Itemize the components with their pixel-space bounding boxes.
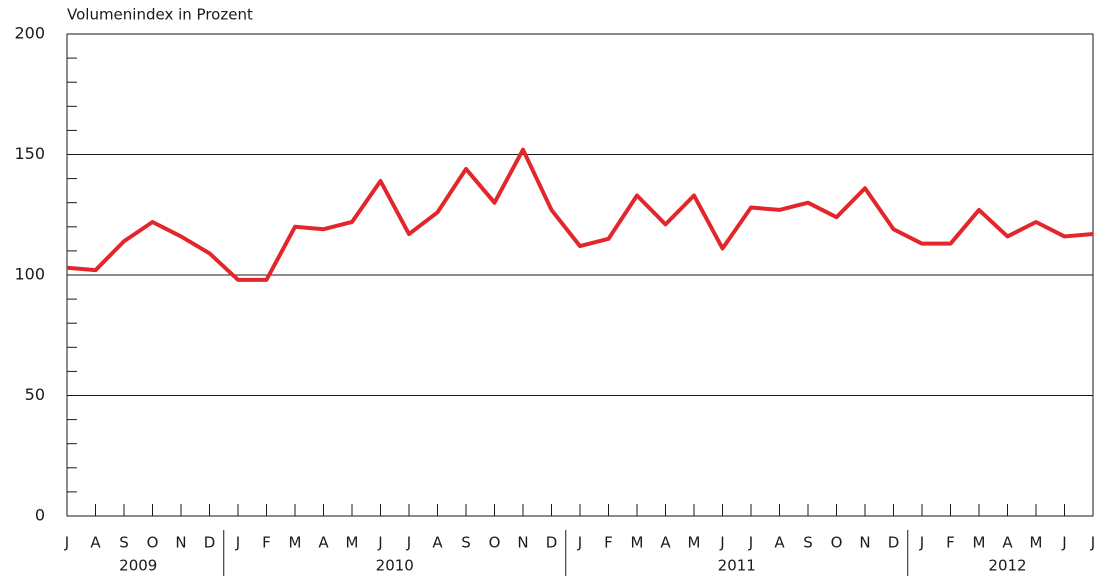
- x-tick-label: A: [660, 534, 671, 552]
- x-tick-label: M: [973, 534, 986, 552]
- x-tick-label: J: [1061, 534, 1066, 552]
- y-tick-label: 0: [35, 506, 45, 525]
- x-tick-label: N: [175, 534, 186, 552]
- x-tick-label: F: [946, 534, 955, 552]
- x-tick-label: N: [859, 534, 870, 552]
- x-tick-label: A: [1002, 534, 1013, 552]
- x-tick-label: A: [90, 534, 101, 552]
- x-tick-label: J: [377, 534, 382, 552]
- x-tick-label: J: [719, 534, 724, 552]
- x-tick-label: D: [546, 534, 558, 552]
- year-label: 2009: [119, 557, 157, 575]
- y-tick-label: 200: [14, 24, 45, 43]
- x-tick-label: J: [1090, 534, 1095, 552]
- x-tick-label: O: [489, 534, 501, 552]
- x-tick-label: J: [748, 534, 753, 552]
- x-tick-label: A: [318, 534, 329, 552]
- year-label: 2012: [988, 557, 1026, 575]
- chart-title: Volumenindex in Prozent: [67, 6, 253, 24]
- x-tick-label: M: [688, 534, 701, 552]
- x-tick-label: O: [831, 534, 843, 552]
- x-tick-label: O: [147, 534, 159, 552]
- x-tick-label: M: [1030, 534, 1043, 552]
- y-tick-label: 100: [14, 265, 45, 284]
- x-tick-label: N: [517, 534, 528, 552]
- x-tick-label: M: [631, 534, 644, 552]
- x-tick-label: M: [289, 534, 302, 552]
- x-tick-label: S: [461, 534, 471, 552]
- data-line: [66, 147, 1094, 282]
- x-tick-label: J: [235, 534, 240, 552]
- x-tick-label: J: [406, 534, 411, 552]
- x-tick-label: J: [577, 534, 582, 552]
- x-tick-label: M: [346, 534, 359, 552]
- x-tick-label: A: [774, 534, 785, 552]
- x-tick-label: J: [919, 534, 924, 552]
- year-label: 2011: [718, 557, 756, 575]
- x-tick-label: S: [803, 534, 813, 552]
- y-tick-label: 50: [25, 385, 45, 404]
- x-tick-label: D: [888, 534, 900, 552]
- year-label: 2010: [376, 557, 414, 575]
- x-tick-label: D: [204, 534, 216, 552]
- x-tick-label: S: [119, 534, 129, 552]
- y-tick-label: 150: [14, 144, 45, 163]
- x-tick-label: A: [432, 534, 443, 552]
- x-tick-label: F: [262, 534, 271, 552]
- x-tick-label: F: [604, 534, 613, 552]
- x-tick-label: J: [64, 534, 69, 552]
